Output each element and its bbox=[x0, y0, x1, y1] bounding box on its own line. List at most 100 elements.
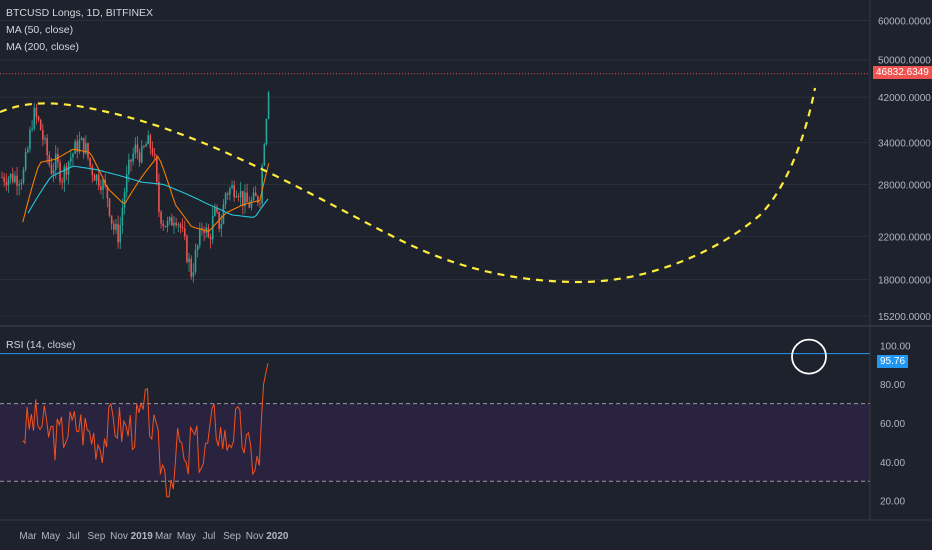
candle-body bbox=[108, 198, 111, 216]
candle-body bbox=[207, 227, 210, 238]
time-tick-label: May bbox=[177, 531, 196, 542]
candle-body bbox=[123, 192, 126, 208]
price-tick-label: 18000.0000 bbox=[878, 275, 931, 286]
candle-body bbox=[42, 130, 44, 140]
candle-body bbox=[39, 119, 42, 131]
candle-body bbox=[222, 204, 225, 224]
time-tick-label: Jul bbox=[67, 531, 80, 542]
candle-body bbox=[179, 224, 182, 228]
candle-body bbox=[52, 170, 55, 174]
rsi-tick-label: 40.00 bbox=[880, 458, 905, 469]
time-tick-label: Sep bbox=[223, 531, 241, 542]
price-tick-label: 60000.0000 bbox=[878, 17, 931, 28]
price-pane[interactable] bbox=[0, 20, 870, 317]
candle-body bbox=[78, 140, 81, 152]
candle-body bbox=[214, 207, 216, 216]
time-tick-label: 2019 bbox=[131, 531, 154, 542]
time-tick-label: Mar bbox=[19, 531, 37, 542]
price-tick-label: 50000.0000 bbox=[878, 56, 931, 67]
candle-body bbox=[160, 211, 162, 224]
candle-body bbox=[18, 184, 20, 186]
candle-body bbox=[100, 186, 102, 190]
candle-body bbox=[29, 129, 31, 150]
candle-body bbox=[233, 185, 235, 198]
candle-body bbox=[224, 193, 227, 205]
candle-body bbox=[209, 237, 212, 240]
candle-body bbox=[168, 217, 171, 221]
cycle-curve-annotation bbox=[0, 87, 817, 284]
candle-body bbox=[128, 159, 130, 175]
candle-body bbox=[196, 245, 199, 251]
candle-body bbox=[188, 258, 190, 263]
time-tick-label: Mar bbox=[155, 531, 173, 542]
candle-body bbox=[143, 146, 145, 148]
candle-body bbox=[254, 192, 257, 197]
candle-body bbox=[132, 153, 134, 162]
candle-body bbox=[194, 250, 197, 272]
candle-body bbox=[70, 157, 72, 162]
candle-body bbox=[173, 222, 175, 226]
candle-body bbox=[190, 258, 192, 277]
candle-body bbox=[140, 146, 143, 163]
candle-body bbox=[166, 220, 169, 227]
candle-body bbox=[220, 223, 223, 229]
candle-body bbox=[37, 116, 40, 120]
candle-body bbox=[72, 153, 74, 158]
candle-body bbox=[181, 227, 184, 229]
ma50-line bbox=[22, 148, 270, 233]
candle-body bbox=[7, 178, 10, 186]
price-tick-label: 28000.0000 bbox=[878, 180, 931, 191]
candle-body bbox=[192, 271, 195, 277]
rsi-tick-label: 80.00 bbox=[880, 380, 905, 391]
candle-body bbox=[265, 118, 268, 145]
candle-body bbox=[186, 236, 188, 263]
candle-body bbox=[11, 173, 14, 183]
candle-body bbox=[50, 164, 53, 174]
candle-body bbox=[130, 159, 132, 162]
time-tick-label: Nov bbox=[246, 531, 264, 542]
candle-body bbox=[61, 181, 63, 183]
candle-body bbox=[27, 149, 29, 153]
candle-body bbox=[147, 135, 149, 145]
candle-body bbox=[63, 166, 66, 183]
candle-body bbox=[216, 207, 218, 212]
candle-body bbox=[82, 137, 85, 154]
rsi-highlight-circle bbox=[791, 338, 827, 375]
last-price-tag: 46832.6349 bbox=[873, 66, 932, 79]
price-tick-label: 22000.0000 bbox=[878, 232, 931, 243]
rsi-axis: 100.00 80.00 60.00 40.00 20.00 bbox=[880, 341, 911, 507]
rsi-band-fill bbox=[0, 403, 870, 482]
chart-title: BTCUSD Longs, 1D, BITFINEX bbox=[6, 7, 154, 19]
price-axis: 60000.0000 50000.0000 42000.0000 34000.0000… bbox=[878, 17, 931, 323]
candle-body bbox=[91, 166, 94, 176]
candle-body bbox=[5, 181, 8, 186]
candle-body bbox=[89, 157, 91, 167]
candle-body bbox=[237, 196, 240, 198]
candle-body bbox=[229, 188, 231, 195]
candle-body bbox=[119, 225, 122, 243]
candle-body bbox=[226, 193, 229, 195]
candle-body bbox=[203, 230, 205, 233]
candle-body bbox=[113, 223, 115, 230]
candle-body bbox=[199, 228, 201, 246]
candle-body bbox=[9, 173, 12, 179]
candle-body bbox=[102, 179, 104, 190]
candle-body bbox=[31, 128, 33, 130]
candle-body bbox=[54, 153, 57, 171]
candle-body bbox=[177, 224, 180, 226]
rsi-pane[interactable] bbox=[0, 338, 870, 498]
candle-body bbox=[158, 181, 160, 212]
candle-body bbox=[115, 223, 117, 230]
candle-body bbox=[65, 166, 68, 175]
candle-body bbox=[145, 144, 147, 147]
candle-body bbox=[231, 185, 233, 189]
candle-body bbox=[16, 175, 18, 186]
candle-body bbox=[121, 207, 124, 226]
candle-body bbox=[24, 152, 27, 170]
price-tick-label: 42000.0000 bbox=[878, 93, 931, 104]
candle-body bbox=[151, 148, 154, 154]
price-tick-label: 15200.0000 bbox=[878, 312, 931, 323]
candle-body bbox=[80, 137, 83, 141]
ma200-line bbox=[27, 165, 269, 218]
